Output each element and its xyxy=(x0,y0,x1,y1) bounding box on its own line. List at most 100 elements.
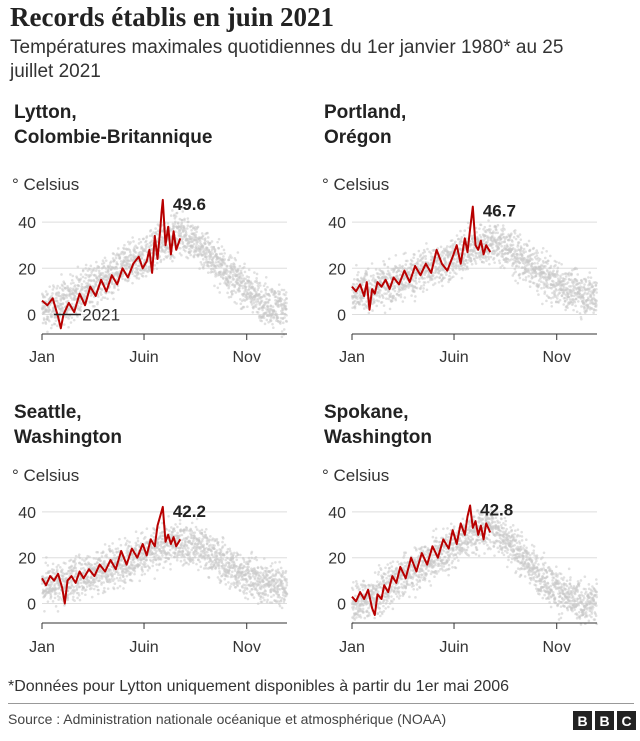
historical-point xyxy=(45,308,48,312)
historical-point xyxy=(95,561,99,564)
historical-point xyxy=(452,269,455,272)
historical-point xyxy=(220,245,224,248)
historical-point xyxy=(414,295,417,298)
historical-point xyxy=(84,593,87,597)
historical-point xyxy=(222,277,225,280)
historical-point xyxy=(378,291,381,295)
historical-point xyxy=(98,579,102,582)
historical-point xyxy=(452,261,456,265)
historical-point xyxy=(247,275,251,279)
historical-point xyxy=(218,291,221,294)
historical-point xyxy=(140,573,144,577)
historical-point xyxy=(197,568,200,572)
historical-point xyxy=(67,307,71,310)
historical-point xyxy=(138,264,141,268)
historical-point xyxy=(432,248,436,252)
historical-point xyxy=(190,238,193,241)
historical-point xyxy=(570,294,573,298)
historical-point xyxy=(155,549,158,553)
historical-point xyxy=(434,265,437,269)
historical-point xyxy=(74,554,78,558)
historical-point xyxy=(559,276,562,280)
historical-point xyxy=(104,291,108,295)
historical-point xyxy=(141,275,145,278)
historical-point xyxy=(254,305,258,309)
historical-point xyxy=(511,243,515,247)
historical-point xyxy=(109,580,112,583)
historical-point xyxy=(176,531,179,535)
historical-point xyxy=(59,294,62,298)
historical-point xyxy=(97,588,100,592)
historical-point xyxy=(186,237,189,241)
historical-point xyxy=(76,265,80,269)
historical-point xyxy=(425,242,428,245)
historical-point xyxy=(158,562,162,566)
historical-point xyxy=(112,297,115,301)
historical-point xyxy=(549,264,553,268)
historical-point xyxy=(575,310,579,314)
chart-subtitle: Températures maximales quotidiennes du 1… xyxy=(10,37,564,82)
historical-point xyxy=(491,231,495,235)
historical-point xyxy=(578,312,582,315)
historical-point xyxy=(279,320,282,323)
historical-point xyxy=(483,225,487,229)
historical-point xyxy=(101,259,105,262)
historical-point xyxy=(532,281,536,285)
historical-point xyxy=(130,579,134,583)
historical-point xyxy=(203,530,207,534)
historical-point xyxy=(60,273,63,276)
historical-point xyxy=(58,592,61,595)
historical-point xyxy=(171,222,175,226)
historical-point xyxy=(554,264,557,267)
historical-point xyxy=(256,311,260,314)
historical-point xyxy=(53,322,57,326)
historical-point xyxy=(460,240,464,244)
historical-point xyxy=(378,295,382,299)
historical-point xyxy=(123,252,126,255)
historical-point xyxy=(555,297,559,300)
historical-point xyxy=(242,265,246,269)
historical-point xyxy=(103,561,106,565)
historical-point xyxy=(140,257,143,261)
historical-point xyxy=(241,274,245,277)
historical-point xyxy=(445,245,449,248)
historical-point xyxy=(254,297,257,301)
historical-point xyxy=(262,316,266,320)
historical-point xyxy=(190,521,194,525)
historical-point xyxy=(583,307,586,310)
historical-point xyxy=(232,277,236,281)
historical-point xyxy=(524,276,528,279)
historical-point xyxy=(218,256,222,260)
historical-point xyxy=(281,308,285,312)
historical-point xyxy=(145,235,149,238)
chart-title: Records établis en juin 2021 xyxy=(10,2,334,32)
historical-point xyxy=(79,277,83,281)
historical-point xyxy=(168,529,171,532)
historical-point xyxy=(197,537,201,540)
historical-point xyxy=(239,302,243,306)
historical-point xyxy=(217,237,221,241)
historical-point xyxy=(92,279,96,283)
historical-point xyxy=(238,289,241,293)
historical-point xyxy=(172,224,176,228)
historical-point xyxy=(260,299,264,303)
historical-point xyxy=(116,586,120,590)
historical-point xyxy=(130,571,133,575)
y-tick-label: 40 xyxy=(18,215,36,232)
historical-point xyxy=(365,273,369,277)
historical-point xyxy=(97,269,101,273)
y-tick-label: 40 xyxy=(18,505,36,522)
historical-point xyxy=(190,228,193,232)
historical-point xyxy=(208,556,212,559)
y-tick-label: 0 xyxy=(27,307,36,324)
historical-point xyxy=(159,558,163,561)
historical-point xyxy=(538,258,542,261)
historical-point xyxy=(527,239,531,243)
historical-point xyxy=(445,273,448,277)
historical-point xyxy=(79,309,83,313)
historical-point xyxy=(107,544,111,548)
historical-point xyxy=(115,278,118,281)
historical-point xyxy=(544,264,547,268)
historical-point xyxy=(198,267,201,270)
